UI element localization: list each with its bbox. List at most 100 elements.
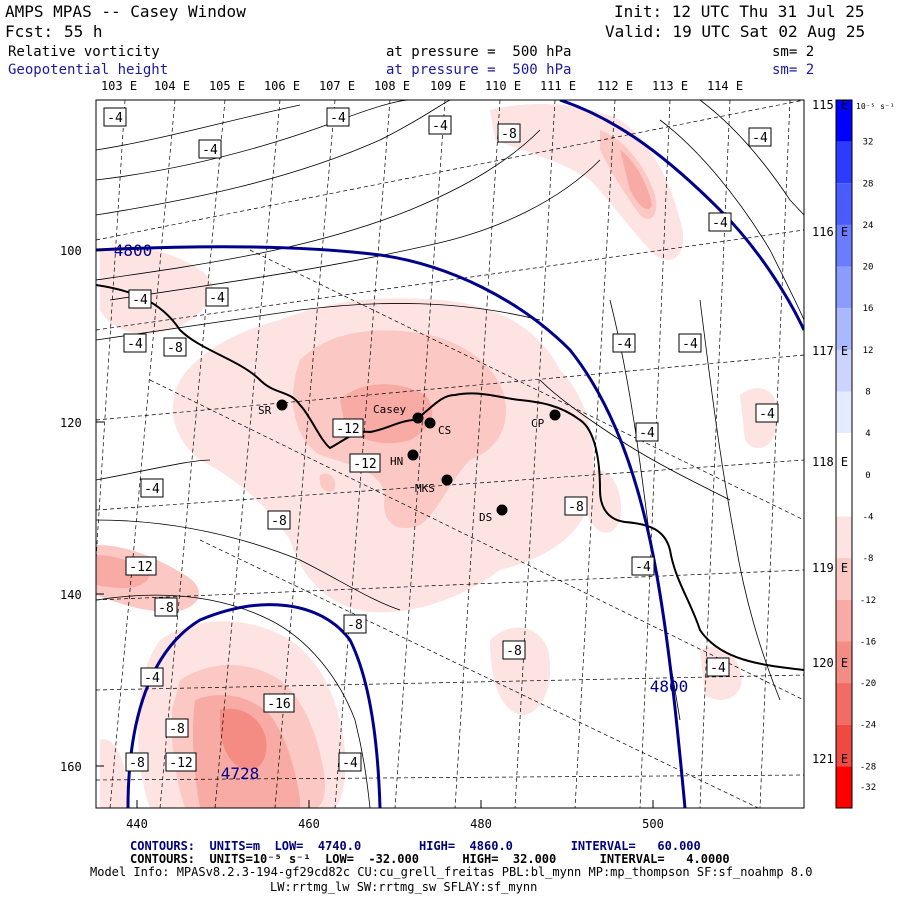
svg-text:CS: CS [438, 424, 451, 437]
colorbar-tick-label: 20 [863, 263, 874, 273]
colorbar-segment [836, 141, 852, 184]
vorticity-contour-label: -4 [326, 107, 350, 127]
station-hn: HN [390, 449, 419, 468]
svg-text:-8: -8 [158, 601, 174, 616]
left-axis-tick-label: 140 [60, 588, 82, 602]
vorticity-contour-label: -8 [154, 597, 178, 617]
svg-text:-4: -4 [710, 661, 726, 676]
colorbar-unit: 10⁻⁵ s⁻¹ [856, 102, 895, 111]
field1-level: at pressure = 500 hPa [386, 44, 572, 60]
svg-text:-8: -8 [347, 618, 363, 633]
colorbar-segment [836, 516, 852, 559]
colorbar-tick-label: 16 [863, 304, 874, 314]
colorbar-segment [836, 183, 852, 225]
vorticity-contour-label: -4 [708, 212, 732, 232]
colorbar-tick-label: 4 [865, 429, 870, 439]
vorticity-contour-label: -4 [612, 333, 636, 353]
bottom-axis-tick-label: 480 [470, 817, 492, 831]
svg-text:-4: -4 [132, 293, 148, 308]
colorbar-tick-label: -28 [860, 762, 876, 772]
colorbar-tick-label: -12 [860, 596, 876, 606]
top-longitude-label: 112 E [597, 79, 633, 93]
colorbar-tick-label: 32 [863, 138, 874, 148]
top-longitude-label: 108 E [374, 79, 410, 93]
svg-text:-8: -8 [501, 127, 517, 142]
svg-text:-4: -4 [432, 119, 448, 134]
top-longitude-label: 106 E [264, 79, 300, 93]
svg-text:-4: -4 [144, 671, 160, 686]
top-longitude-label: 103 E [101, 79, 137, 93]
svg-text:-4: -4 [639, 426, 655, 441]
plot-frame [95, 99, 805, 809]
svg-text:-4: -4 [635, 560, 651, 575]
svg-text:CP: CP [531, 417, 545, 430]
vorticity-contour-label: -4 [748, 127, 772, 147]
vorticity-contour-label: -8 [165, 718, 189, 738]
vorticity-contour-label: -4 [338, 752, 362, 772]
station-sr: SR [258, 399, 288, 417]
footer-model-info: Model Info: MPASv8.2.3-194-gf29cd82c CU:… [90, 865, 813, 879]
colorbar-tick-label: 0 [865, 471, 870, 481]
vorticity-contour-label: -8 [497, 123, 521, 143]
svg-text:-4: -4 [330, 111, 346, 126]
bottom-axis-tick-label: 440 [126, 817, 148, 831]
svg-text:-16: -16 [267, 697, 290, 712]
footer-height-contours: CONTOURS: UNITS=m LOW= 4740.0 HIGH= 4860… [130, 839, 701, 853]
svg-text:Casey: Casey [373, 403, 406, 416]
right-longitude-label: 118 E [812, 455, 848, 469]
field2-name: Geopotential height [8, 62, 169, 78]
geopotential-contours [96, 100, 804, 808]
svg-text:-4: -4 [752, 131, 768, 146]
right-longitude-label: 120 E [812, 656, 848, 670]
station-casey: Casey [373, 403, 424, 424]
colorbar-segment [836, 100, 852, 142]
svg-text:DS: DS [479, 511, 492, 524]
station-cp: CP [531, 409, 561, 430]
init-time: Init: 12 UTC Thu 31 Jul 25 [614, 2, 865, 21]
colorbar-segment [836, 724, 852, 767]
svg-text:HN: HN [390, 455, 403, 468]
svg-text:-8: -8 [129, 756, 145, 771]
height-contour-label: 4800 [114, 241, 153, 260]
vorticity-contour-label: -4 [706, 657, 730, 677]
top-longitude-label: 113 E [652, 79, 688, 93]
bottom-axis-tick-label: 500 [642, 817, 664, 831]
vorticity-contour-label: -8 [502, 640, 526, 660]
valid-time: Valid: 19 UTC Sat 02 Aug 25 [605, 22, 866, 41]
top-longitude-label: 105 E [209, 79, 245, 93]
left-axis-tick-label: 120 [60, 416, 82, 430]
colorbar-tick-label: 8 [865, 388, 870, 398]
footer-model-info-2: LW:rrtmg_lw SW:rrtmg_sw SFLAY:sf_mynn [270, 880, 538, 894]
height-contour-label: 4800 [650, 677, 689, 696]
colorbar: 32 28 24 20 16 12 8 4 0 -4 -8 -12 -16 -20 -24 -28 -32 10⁻… [835, 99, 895, 809]
right-longitude-label: 117 E [812, 344, 848, 358]
top-longitude-label: 111 E [540, 79, 576, 93]
svg-text:-12: -12 [336, 422, 359, 437]
top-longitude-label: 109 E [430, 79, 466, 93]
svg-text:-4: -4 [144, 482, 160, 497]
colorbar-tick-label: 28 [863, 179, 874, 189]
forecast-label: Fcst: [5, 22, 54, 41]
colorbar-tick-label: -20 [860, 679, 876, 689]
bottom-axis-tick-label: 460 [298, 817, 320, 831]
station-ds: DS [479, 504, 508, 524]
svg-text:-4: -4 [127, 337, 143, 352]
vorticity-contour-label: -12 [332, 418, 364, 438]
svg-text:-12: -12 [169, 756, 192, 771]
colorbar-tick-label: -24 [860, 721, 876, 731]
svg-text:-8: -8 [167, 341, 183, 356]
latitude-grid [96, 100, 804, 808]
svg-text:SR: SR [258, 404, 272, 417]
svg-text:-4: -4 [759, 407, 775, 422]
plot-area [96, 100, 804, 808]
vorticity-contour-label: -4 [631, 556, 655, 576]
field1-smooth: sm= 2 [772, 44, 815, 60]
vorticity-contour-label: -8 [125, 752, 149, 772]
vorticity-contour-label: -4 [678, 333, 702, 353]
svg-text:-4: -4 [107, 111, 123, 126]
vorticity-contour-label: -12 [125, 556, 157, 576]
vorticity-contour-label: -4 [755, 403, 779, 423]
svg-text:-4: -4 [342, 756, 358, 771]
svg-text:-8: -8 [568, 500, 584, 515]
